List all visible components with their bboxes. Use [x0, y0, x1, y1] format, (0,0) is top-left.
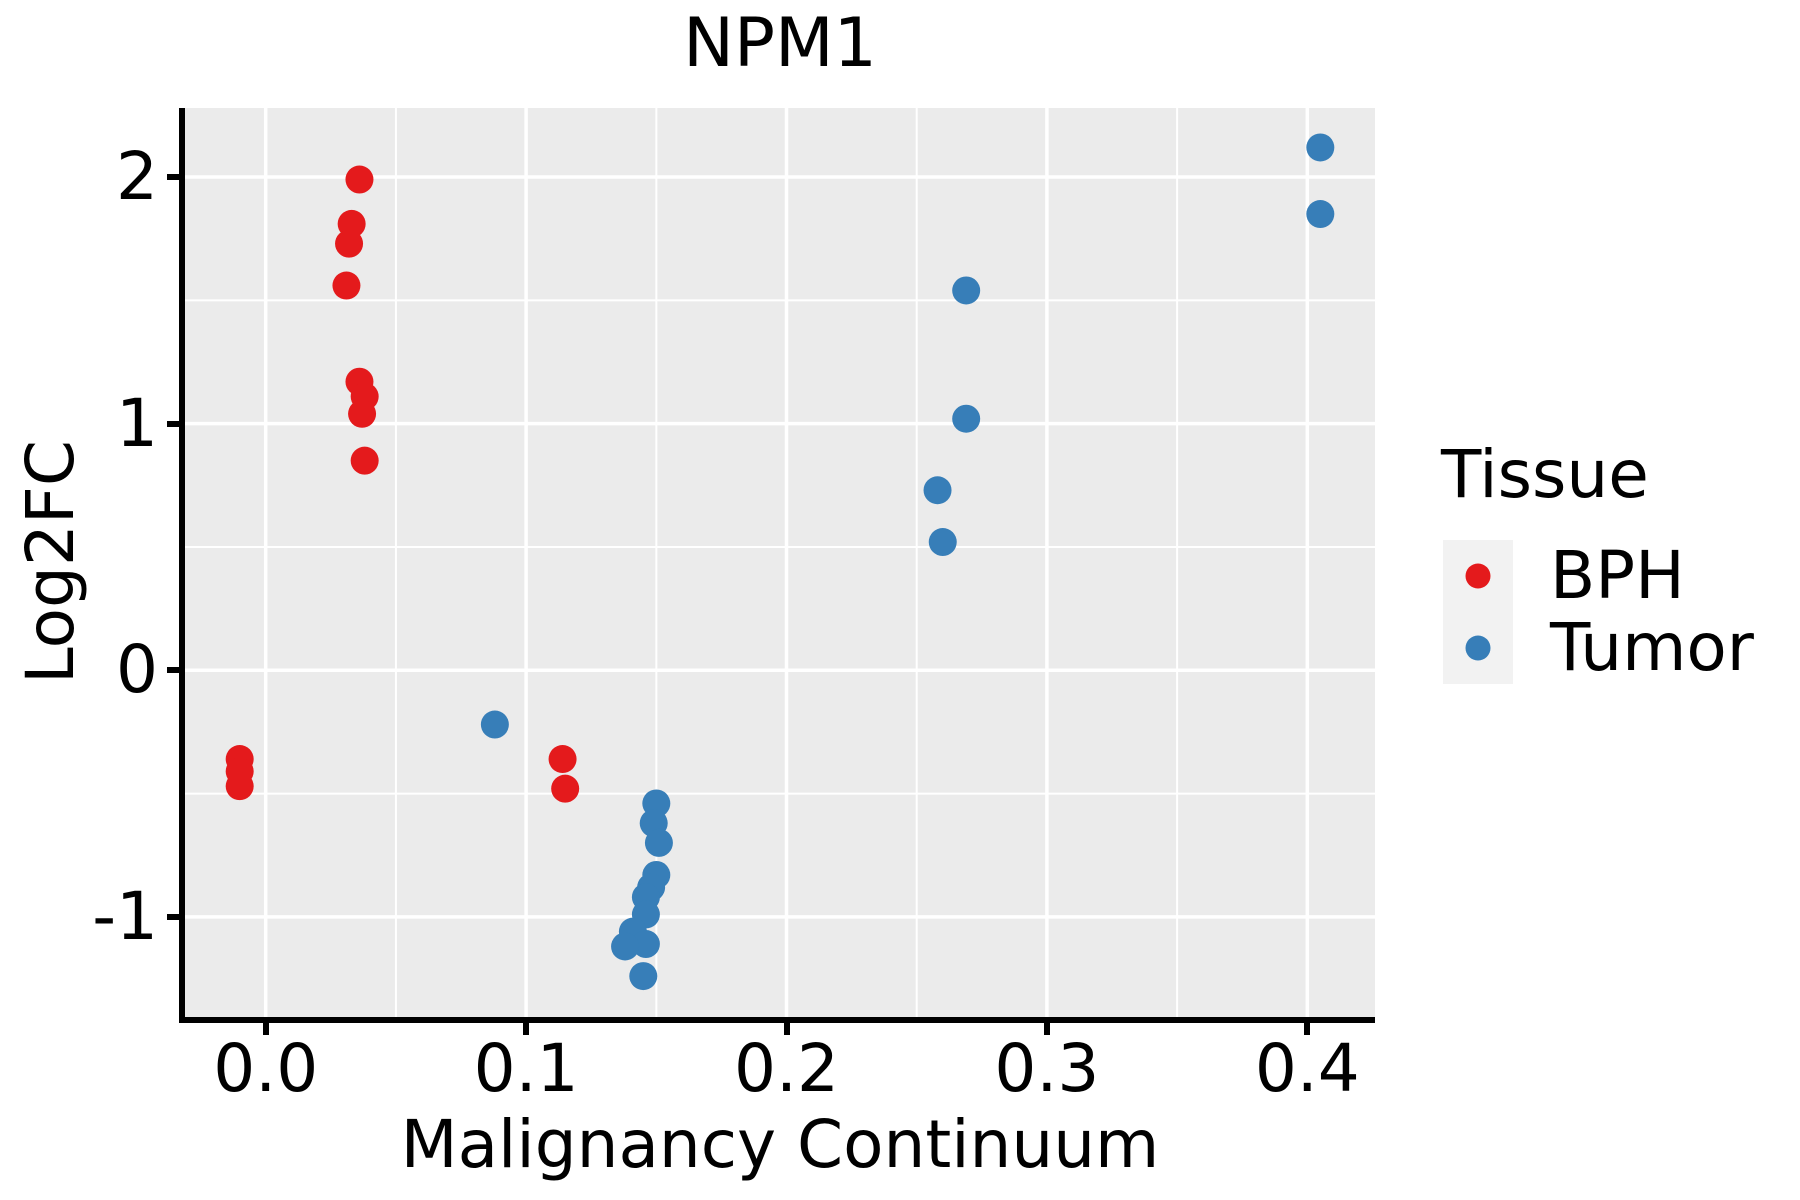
y-tick-mark: [167, 174, 179, 181]
data-point-tumor: [611, 932, 640, 961]
data-point-tumor: [480, 710, 509, 739]
x-tick-label: 0.4: [1254, 1030, 1360, 1107]
x-tick-mark: [783, 1023, 790, 1035]
data-point-bph: [345, 165, 374, 194]
y-axis-title: Log2FC: [12, 440, 89, 684]
data-point-bph: [335, 229, 364, 258]
y-axis-line: [179, 108, 185, 1023]
x-tick-mark: [523, 1023, 530, 1035]
data-point-tumor: [1306, 133, 1335, 162]
x-tick-mark: [262, 1023, 269, 1035]
data-point-tumor: [644, 828, 673, 857]
y-tick-label: 1: [116, 384, 158, 462]
x-tick-label: 0.3: [994, 1030, 1100, 1107]
data-point-tumor: [631, 930, 660, 959]
x-tick-mark: [1043, 1023, 1050, 1035]
data-point-bph: [548, 745, 577, 774]
data-point-tumor: [952, 276, 981, 305]
plot-panel: [185, 108, 1375, 1018]
y-tick-mark: [167, 420, 179, 427]
y-tick-mark: [167, 913, 179, 920]
data-point-bph: [332, 271, 361, 300]
bph-dot-icon: [1465, 563, 1491, 589]
chart-title: NPM1: [683, 4, 877, 83]
legend-title: Tissue: [1441, 436, 1649, 513]
legend-key-bph: [1443, 540, 1513, 612]
y-tick-label: 2: [116, 138, 158, 216]
data-point-tumor: [1306, 200, 1335, 229]
x-tick-mark: [1304, 1023, 1311, 1035]
data-point-tumor: [923, 476, 952, 505]
legend-label-bph: BPH: [1550, 537, 1685, 614]
x-axis-title: Malignancy Continuum: [400, 1106, 1160, 1183]
data-point-bph: [350, 446, 379, 475]
x-tick-label: 0.0: [213, 1030, 319, 1107]
data-point-tumor: [629, 962, 658, 991]
data-point-bph: [551, 774, 580, 803]
tumor-dot-icon: [1465, 635, 1491, 661]
x-axis-line: [179, 1017, 1375, 1023]
legend-key-tumor: [1443, 612, 1513, 684]
x-tick-label: 0.1: [473, 1030, 579, 1107]
y-tick-mark: [167, 667, 179, 674]
data-point-tumor: [952, 404, 981, 433]
y-tick-label: 0: [116, 631, 158, 709]
legend-label-tumor: Tumor: [1550, 609, 1754, 686]
x-tick-label: 0.2: [734, 1030, 839, 1107]
data-point-bph: [348, 399, 377, 428]
data-point-tumor: [928, 528, 957, 557]
data-point-bph: [225, 772, 254, 801]
y-tick-label: -1: [92, 877, 158, 955]
